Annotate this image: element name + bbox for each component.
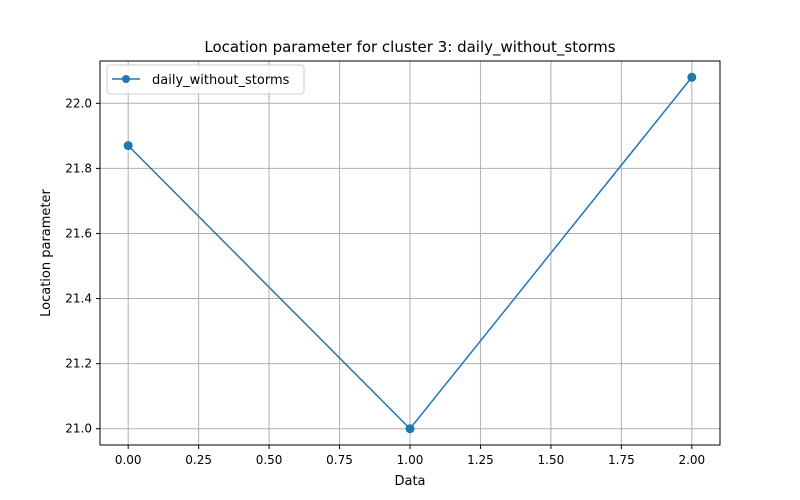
x-tick-label: 1.00 bbox=[397, 453, 424, 467]
x-tick-label: 0.50 bbox=[256, 453, 283, 467]
legend-box bbox=[106, 64, 305, 95]
data-point bbox=[405, 424, 415, 434]
x-tick-label: 1.50 bbox=[538, 453, 565, 467]
y-tick-label: 21.4 bbox=[65, 292, 92, 306]
y-tick-label: 21.8 bbox=[65, 161, 92, 175]
plot-area-frame bbox=[99, 60, 721, 446]
x-tick-label: 2.00 bbox=[678, 453, 705, 467]
y-axis-label: Location parameter bbox=[39, 188, 54, 316]
y-tick-label: 21.0 bbox=[65, 422, 92, 436]
series-layer bbox=[123, 72, 697, 434]
legend: daily_without_storms bbox=[106, 64, 305, 95]
ticks: 0.00 0.25 0.50 0.75 1.00 1.25 1.50 1.75 2.00 21.0… bbox=[65, 96, 705, 467]
x-tick-label: 0.00 bbox=[115, 453, 142, 467]
x-axis-label: Data bbox=[394, 474, 425, 489]
y-tick-label: 21.2 bbox=[65, 357, 92, 371]
x-tick-label: 1.75 bbox=[608, 453, 635, 467]
x-tick-label: 0.75 bbox=[326, 453, 353, 467]
x-tick-label: 1.25 bbox=[467, 453, 494, 467]
chart-title: Location parameter for cluster 3: daily_… bbox=[204, 38, 615, 57]
legend-entry-daily-without-storms: daily_without_storms bbox=[152, 73, 290, 88]
y-tick-label: 21.6 bbox=[65, 226, 92, 240]
data-point bbox=[123, 141, 133, 151]
data-point bbox=[687, 72, 697, 82]
y-tick-label: 22.0 bbox=[65, 96, 92, 110]
x-tick-label: 0.25 bbox=[185, 453, 212, 467]
legend-marker-swatch bbox=[122, 75, 130, 83]
